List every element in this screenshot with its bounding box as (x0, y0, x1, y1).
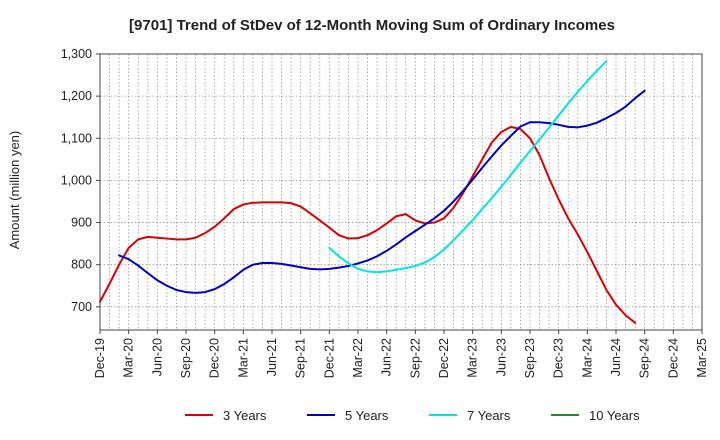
x-tick-label: Jun-22 (380, 338, 394, 376)
x-tick-label: Jun-20 (150, 338, 164, 376)
y-tick-label: 1,300 (61, 47, 92, 61)
y-tick-label: 900 (71, 216, 92, 230)
x-tick-label: Sep-20 (179, 338, 193, 378)
x-tick-label: Jun-21 (265, 338, 279, 376)
x-tick-label: Dec-23 (552, 338, 566, 378)
legend-label: 7 Years (467, 408, 511, 423)
series-line-5-years (118, 89, 646, 294)
x-tick-label: Sep-22 (408, 338, 422, 378)
grid (100, 53, 702, 330)
x-tick-label: Dec-24 (666, 338, 680, 378)
x-tick-label: Sep-24 (638, 338, 652, 378)
legend: 3 Years 5 Years 7 Years 10 Years (185, 408, 640, 423)
series-line-3-years (99, 125, 637, 324)
y-axis-label: Amount (million yen) (7, 131, 22, 250)
x-tick-label: Dec-22 (437, 338, 451, 378)
x-tick-label: Dec-21 (322, 338, 336, 378)
y-tick-label: 1,200 (61, 89, 92, 103)
x-tick-label: Sep-21 (294, 338, 308, 378)
x-tick-label: Dec-20 (208, 338, 222, 378)
x-tick-label: Mar-22 (351, 338, 365, 378)
x-tick-label: Jun-23 (494, 338, 508, 376)
legend-label: 5 Years (345, 408, 389, 423)
x-tick-label: Jun-24 (609, 338, 623, 376)
x-tick-label: Mar-25 (695, 338, 709, 378)
x-axis: Dec-19 Mar-20 Jun-20 Sep-20 Dec-20 Mar-21 Jun-… (93, 330, 709, 378)
x-tick-label: Dec-19 (93, 338, 107, 378)
series-layer (99, 60, 646, 324)
x-tick-label: Mar-23 (466, 338, 480, 378)
legend-label: 3 Years (223, 408, 267, 423)
x-tick-label: Mar-21 (236, 338, 250, 378)
y-tick-label: 1,000 (61, 173, 92, 187)
chart-title: [9701] Trend of StDev of 12-Month Moving… (129, 17, 615, 34)
y-tick-label: 1,100 (61, 131, 92, 145)
x-tick-label: Mar-24 (580, 338, 594, 378)
plot-area-border (99, 53, 703, 331)
y-tick-label: 700 (71, 300, 92, 314)
legend-label: 10 Years (589, 408, 640, 423)
y-tick-label: 800 (71, 258, 92, 272)
x-tick-label: Sep-23 (523, 338, 537, 378)
y-axis: 700 800 900 1,000 1,100 1,200 1,300 (61, 47, 100, 314)
series-line-7-years (328, 60, 608, 274)
x-tick-label: Mar-20 (122, 338, 136, 378)
